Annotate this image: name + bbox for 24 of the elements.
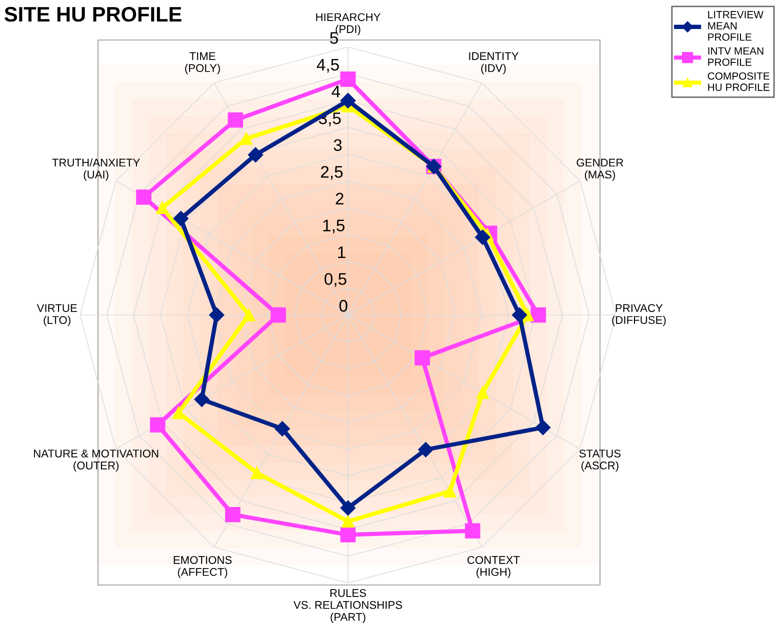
chart-title: SITE HU PROFILE [4,6,182,22]
spoke-label: IDENTITY (IDV) [469,52,519,74]
spoke-label: NATURE & MOTIVATION (OUTER) [34,450,158,472]
legend-label: INTV MEAN PROFILE [708,47,764,66]
y-tick-label: 0 [339,300,348,312]
y-tick-label: 1,5 [323,220,344,234]
spoke-label: EMOTIONS (AFFECT) [174,556,232,578]
spoke-label: TRUTH/ANXIETY (UAI) [52,158,140,181]
y-tick-label: 1 [338,246,346,258]
legend-label: COMPOSITE HU PROFILE [708,72,770,91]
spoke-label: PRIVACY (DIFFUSE) [612,304,666,326]
spoke-label: STATUS (ASCR) [579,450,621,472]
y-tick-label: 2 [336,192,344,204]
y-tick-label: 2,5 [320,166,343,180]
spoke-label: GENDER (MAS) [576,158,624,181]
spoke-label: TIME (POLY) [185,52,220,74]
spoke-label: VIRTUE (LTO) [36,304,77,326]
y-tick-label: 3 [334,139,342,152]
y-tick-label: 4,5 [316,59,339,73]
legend-label: LITREVIEW MEAN PROFILE [708,11,764,41]
y-tick-label: 4 [332,86,340,98]
y-tick-label: 0,5 [324,273,346,287]
spoke-label: RULES VS. RELATIONSHIPS (PART) [294,589,402,624]
spoke-label: CONTEXT (HIGH) [467,556,520,578]
